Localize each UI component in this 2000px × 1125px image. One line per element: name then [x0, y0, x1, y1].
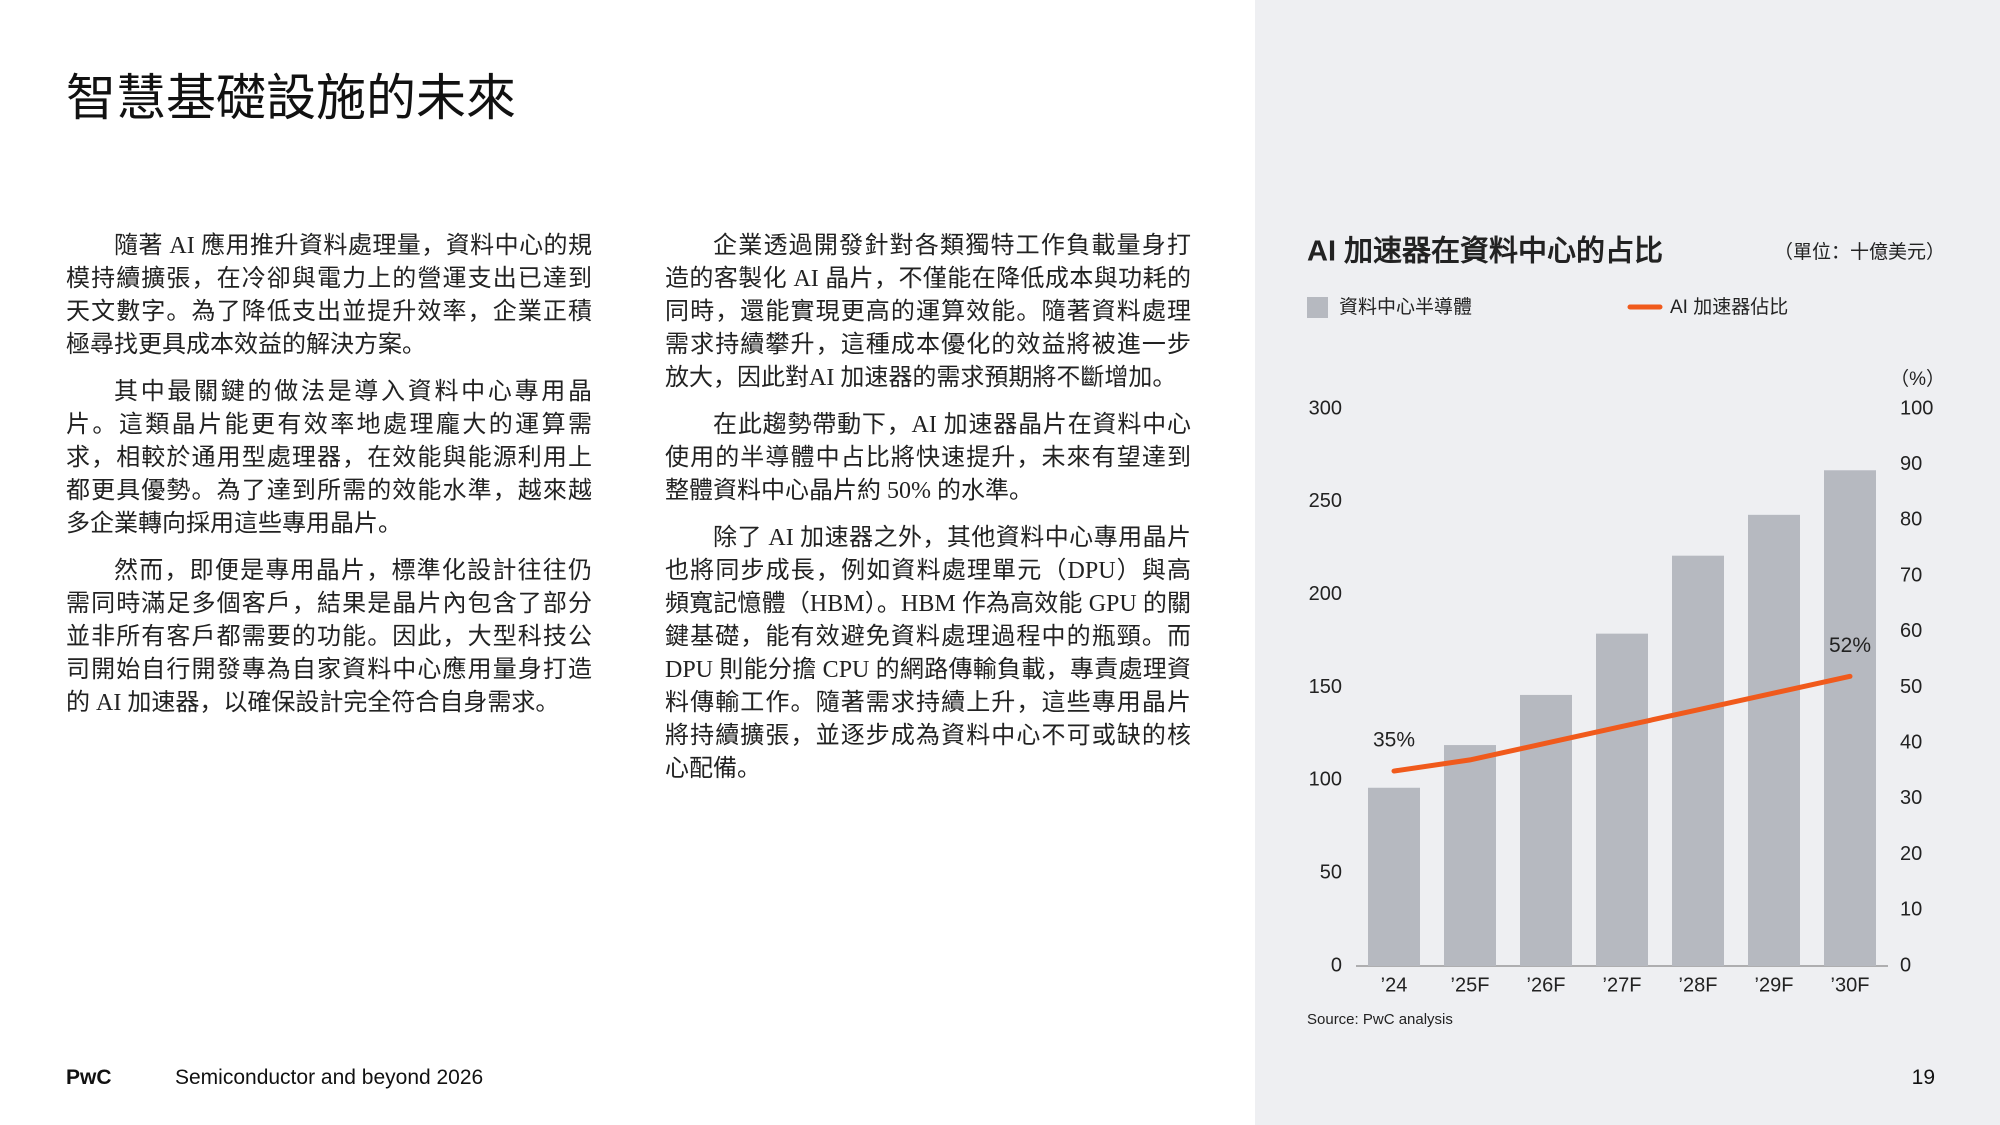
paragraph: 隨著 AI 應用推升資料處理量，資料中心的規模持續擴張，在冷卻與電力上的營運支出…: [66, 233, 592, 358]
paragraph: 其中最關鍵的做法是導入資料中心專用晶片。這類晶片能更有效率地處理龐大的運算需求，…: [66, 379, 592, 537]
y2-tick-label: 0: [1900, 954, 1911, 976]
source: Source: PwC analysis: [1307, 1011, 1453, 1028]
y2-tick-label: 90: [1900, 453, 1922, 475]
page-title: 智慧基礎設施的未來: [66, 70, 516, 126]
y2-unit: （%）: [1890, 368, 1945, 390]
paragraph: 企業透過開發針對各類獨特工作負載量身打造的客製化 AI 晶片，不僅能在降低成本與…: [665, 233, 1191, 391]
y2-tick-label: 60: [1900, 620, 1922, 642]
x-tick-label: ’29F: [1755, 974, 1794, 996]
bar: [1444, 745, 1496, 966]
bar: [1748, 514, 1800, 966]
x-tick-label: ’27F: [1603, 974, 1642, 996]
paragraph: 然而，即便是專用晶片，標準化設計往往仍需同時滿足多個客戶，結果是晶片內包含了部分…: [66, 558, 592, 716]
x-tick-label: ’30F: [1831, 974, 1870, 996]
y2-tick-label: 100: [1900, 397, 1933, 419]
x-tick-label: ’26F: [1527, 974, 1566, 996]
x-tick-label: ’25F: [1451, 974, 1490, 996]
data-label: 35%: [1373, 729, 1415, 752]
line: [1391, 673, 1853, 774]
page-number: 19: [1911, 1066, 1935, 1089]
publication: Semiconductor and beyond 2026: [175, 1066, 484, 1089]
bar: [1368, 787, 1420, 966]
bar: [1672, 555, 1724, 966]
text-column: 隨著 AI 應用推升資料處理量，資料中心的規模持續擴張，在冷卻與電力上的營運支出…: [66, 230, 592, 734]
y-tick-label: 200: [1309, 583, 1342, 605]
y-tick-label: 0: [1331, 954, 1342, 976]
legend-label: AI 加速器佔比: [1670, 296, 1788, 318]
bar: [1520, 694, 1572, 966]
brand: PwC: [66, 1066, 112, 1089]
y2-tick-label: 50: [1900, 676, 1922, 698]
x-tick-label: ’28F: [1679, 974, 1718, 996]
y2-tick-label: 70: [1900, 564, 1922, 586]
y2-tick-label: 40: [1900, 731, 1922, 753]
paragraph: 在此趨勢帶動下，AI 加速器晶片在資料中心使用的半導體中占比將快速提升，未來有望…: [665, 412, 1191, 504]
x-tick-label: ’24: [1381, 974, 1408, 996]
y-tick-label: 300: [1309, 397, 1342, 419]
unit: （單位：十億美元）: [1774, 241, 1945, 263]
legend-label: 資料中心半導體: [1339, 296, 1472, 318]
y-tick-label: 50: [1320, 861, 1342, 883]
paragraph: 除了 AI 加速器之外，其他資料中心專用晶片也將同步成長，例如資料處理單元（DP…: [665, 525, 1191, 782]
bar: [1596, 633, 1648, 966]
y-tick-label: 100: [1309, 769, 1342, 791]
chart-title: AI 加速器在資料中心的占比: [1307, 234, 1663, 268]
text-column: 企業透過開發針對各類獨特工作負載量身打造的客製化 AI 晶片，不僅能在降低成本與…: [665, 230, 1191, 800]
legend-swatch: [1307, 297, 1328, 318]
y2-tick-label: 20: [1900, 843, 1922, 865]
y2-tick-label: 30: [1900, 787, 1922, 809]
y-tick-label: 150: [1309, 676, 1342, 698]
y2-tick-label: 80: [1900, 509, 1922, 531]
data-label: 52%: [1829, 634, 1871, 657]
y-tick-label: 250: [1309, 490, 1342, 512]
y2-tick-label: 10: [1900, 899, 1922, 921]
bar: [1824, 470, 1876, 966]
chart: AI 加速器在資料中心的占比 （單位：十億美元） （%） Source: PwC…: [1307, 234, 1945, 1028]
